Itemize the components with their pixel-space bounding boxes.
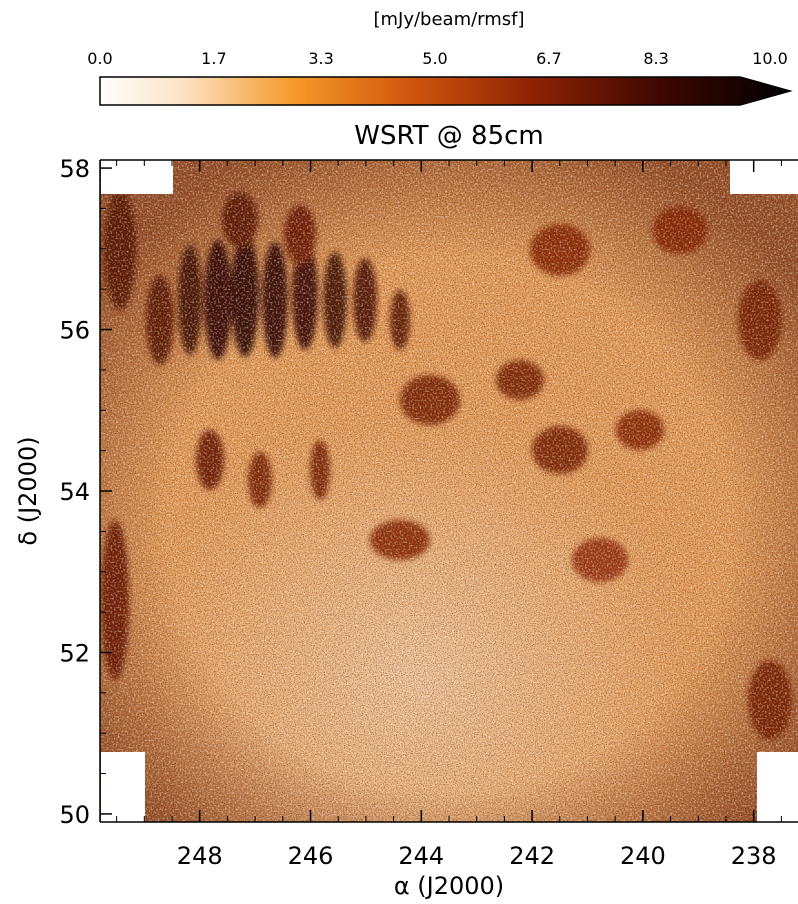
- x-tick-label: 238: [731, 842, 777, 870]
- chart-title: WSRT @ 85cm: [354, 121, 544, 151]
- x-tick-label: 242: [509, 842, 555, 870]
- x-axis-ticks: 248 246 244 242 240 238: [116, 160, 782, 870]
- colorbar: [mJy/beam/rmsf] 0.0 1.7 3.3 5.0 6.7 8.3 10.0: [87, 9, 793, 106]
- y-tick-label: 56: [59, 317, 90, 345]
- colorbar-tick-label: 3.3: [308, 49, 333, 68]
- colorbar-gradient-bar: [99, 76, 793, 106]
- x-tick-label: 244: [398, 842, 444, 870]
- colorbar-tick-label: 8.3: [643, 49, 668, 68]
- y-tick-label: 58: [59, 155, 90, 183]
- colorbar-tick-label: 10.0: [752, 49, 788, 68]
- y-tick-label: 50: [59, 801, 90, 829]
- x-tick-label: 240: [620, 842, 666, 870]
- x-tick-label: 248: [177, 842, 223, 870]
- y-axis-ticks: 50 52 54 56 58: [59, 155, 112, 829]
- colorbar-tick-label: 5.0: [422, 49, 447, 68]
- y-tick-label: 54: [59, 478, 90, 506]
- colorbar-tick-labels: 0.0 1.7 3.3 5.0 6.7 8.3 10.0: [87, 49, 788, 68]
- colorbar-tick-label: 1.7: [201, 49, 226, 68]
- heatmap-image: [100, 160, 798, 822]
- x-tick-label: 246: [288, 842, 334, 870]
- y-tick-label: 52: [59, 639, 90, 667]
- colorbar-tick-label: 0.0: [87, 49, 112, 68]
- colorbar-tick-label: 6.7: [536, 49, 561, 68]
- x-axis-label: α (J2000): [394, 872, 504, 900]
- colorbar-label: [mJy/beam/rmsf]: [373, 9, 524, 30]
- y-axis-label: δ (J2000): [14, 436, 42, 545]
